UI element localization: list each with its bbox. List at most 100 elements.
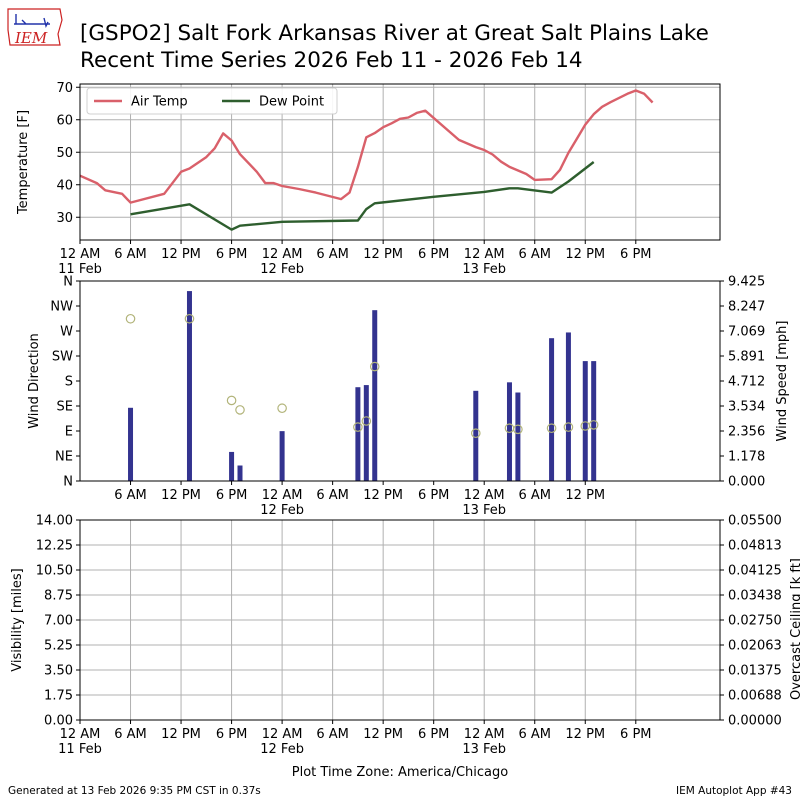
ceiling-tick-label: 0.04813 — [728, 539, 782, 554]
wind-direction-tick-label: SE — [57, 400, 73, 415]
x-tick-label: 12 AM — [262, 247, 303, 262]
wind-direction-marker — [361, 416, 372, 426]
wind-speed-tick-label: 3.534 — [728, 400, 765, 415]
wind-speed-bar — [186, 291, 192, 481]
x-tick-label: 6 PM — [620, 247, 651, 262]
ceiling-axis-label: Overcast Ceiling [k ft] — [789, 558, 800, 700]
temperature-axis-label: Temperature [F] — [16, 110, 31, 215]
wind-direction-marker — [588, 420, 599, 430]
visibility-tick-label: 12.25 — [36, 539, 73, 554]
x-tick-label: 12 AM — [464, 488, 505, 503]
wind-speed-bar — [565, 332, 571, 481]
x-tick-label: 6 AM — [114, 247, 147, 262]
x-tick-label: 12 AM — [262, 727, 303, 742]
x-tick-label: 6 AM — [518, 247, 551, 262]
wind-direction-marker — [235, 405, 245, 415]
x-tick-label: 6 AM — [316, 247, 349, 262]
logo-text: IEM — [14, 29, 48, 47]
wind-speed-tick-label: 0.000 — [728, 475, 765, 490]
wind-speed-bar — [582, 361, 588, 481]
generated-timestamp: Generated at 13 Feb 2026 9:35 PM CST in … — [8, 785, 261, 797]
x-tick-label: 6 AM — [518, 488, 551, 503]
x-tick-label: 12 PM — [161, 488, 201, 503]
chart-title-line1: [GSPO2] Salt Fork Arkansas River at Grea… — [80, 21, 709, 46]
wind-speed-axis-label: Wind Speed [mph] — [775, 321, 790, 442]
wind-speed-tick-label: 8.247 — [728, 300, 765, 315]
wind-direction-tick-label: N — [63, 275, 73, 290]
visibility-tick-label: 0.00 — [44, 714, 73, 729]
y-tick-label: 50 — [56, 146, 73, 161]
ceiling-tick-label: 0.04125 — [728, 564, 782, 579]
ceiling-tick-label: 0.02063 — [728, 639, 782, 654]
x-tick-label: 12 AM — [464, 727, 505, 742]
x-tick-label: 6 AM — [316, 727, 349, 742]
axes-frame — [79, 280, 721, 482]
autoplot-app-label: IEM Autoplot App #43 — [676, 785, 792, 797]
x-tick-date-label: 12 Feb — [260, 742, 304, 757]
x-tick-date-label: 11 Feb — [58, 262, 102, 277]
wind-direction-marker — [563, 422, 574, 432]
legend: Air Temp Dew Point — [86, 87, 338, 115]
ceiling-tick-label: 0.05500 — [728, 514, 782, 529]
x-tick-date-label: 11 Feb — [58, 742, 102, 757]
wind-direction-marker — [184, 313, 195, 324]
wind-speed-bar — [229, 451, 235, 481]
x-tick-label: 12 PM — [565, 247, 605, 262]
x-tick-date-label: 12 Feb — [260, 262, 304, 277]
visibility-tick-label: 5.25 — [44, 639, 73, 654]
x-tick-label: 12 PM — [565, 727, 605, 742]
x-tick-label: 12 PM — [161, 247, 201, 262]
x-tick-label: 12 AM — [464, 247, 505, 262]
wind-direction-marker — [277, 403, 287, 414]
wind-speed-bar — [355, 387, 361, 481]
wind-direction-tick-label: W — [60, 325, 73, 340]
visibility-axis-label: Visibility [miles] — [10, 568, 25, 671]
wind-speed-bar — [128, 407, 134, 481]
wind-speed-tick-label: 7.069 — [728, 325, 765, 340]
wind-speed-bar — [473, 390, 479, 481]
wind-direction-marker — [546, 423, 557, 434]
wind-direction-tick-label: NE — [55, 450, 73, 465]
weather-symbol-icon — [14, 14, 50, 29]
iem-logo: IEM — [7, 8, 63, 47]
visibility-tick-label: 1.75 — [44, 689, 73, 704]
axes-frame — [79, 83, 721, 241]
wind-direction-tick-label: NW — [50, 300, 73, 315]
visibility-panel: 0.00 1.75 3.50 5.25 7.00 8.75 10.50 12.25 14.00 0… — [10, 514, 800, 758]
ceiling-tick-label: 0.02750 — [728, 614, 782, 629]
x-tick-label: 6 PM — [216, 488, 247, 503]
wind-direction-marker — [226, 395, 237, 406]
x-tick-date-label: 12 Feb — [260, 503, 304, 518]
ceiling-tick-label: 0.00688 — [728, 689, 782, 704]
x-tick-label: 12 AM — [262, 488, 303, 503]
wind-direction-tick-label: E — [65, 425, 73, 440]
wind-direction-tick-label: N — [63, 475, 73, 490]
wind-speed-tick-label: 9.425 — [728, 275, 765, 290]
x-tick-label: 6 PM — [216, 247, 247, 262]
x-tick-label: 12 PM — [161, 727, 201, 742]
wind-speed-bar — [279, 431, 285, 481]
wind-speed-bar — [237, 465, 243, 481]
wind-speed-tick-label: 5.891 — [728, 350, 765, 365]
x-tick-label: 12 AM — [60, 727, 101, 742]
ceiling-tick-label: 0.00000 — [728, 714, 782, 729]
x-tick-label: 12 AM — [60, 247, 101, 262]
wind-speed-bar — [372, 310, 378, 481]
x-tick-label: 6 AM — [114, 727, 147, 742]
x-tick-label: 6 PM — [418, 488, 449, 503]
wind-speed-bar — [549, 338, 555, 481]
visibility-tick-label: 10.50 — [36, 564, 73, 579]
iowa-state-outline-icon — [7, 8, 63, 46]
x-tick-label: 6 PM — [620, 727, 651, 742]
dew-point-line — [130, 161, 595, 231]
x-tick-label: 12 PM — [363, 727, 403, 742]
visibility-tick-label: 14.00 — [36, 514, 73, 529]
legend-label-air-temp: Air Temp — [131, 95, 188, 110]
wind-direction-marker — [353, 422, 363, 432]
wind-panel: N NE E SE S SW W NW N 0.000 1.178 2.356 3.534 4.712 5.… — [27, 275, 790, 519]
wind-speed-tick-label: 1.178 — [728, 450, 765, 465]
y-tick-label: 60 — [56, 113, 73, 128]
y-tick-label: 40 — [56, 178, 73, 193]
